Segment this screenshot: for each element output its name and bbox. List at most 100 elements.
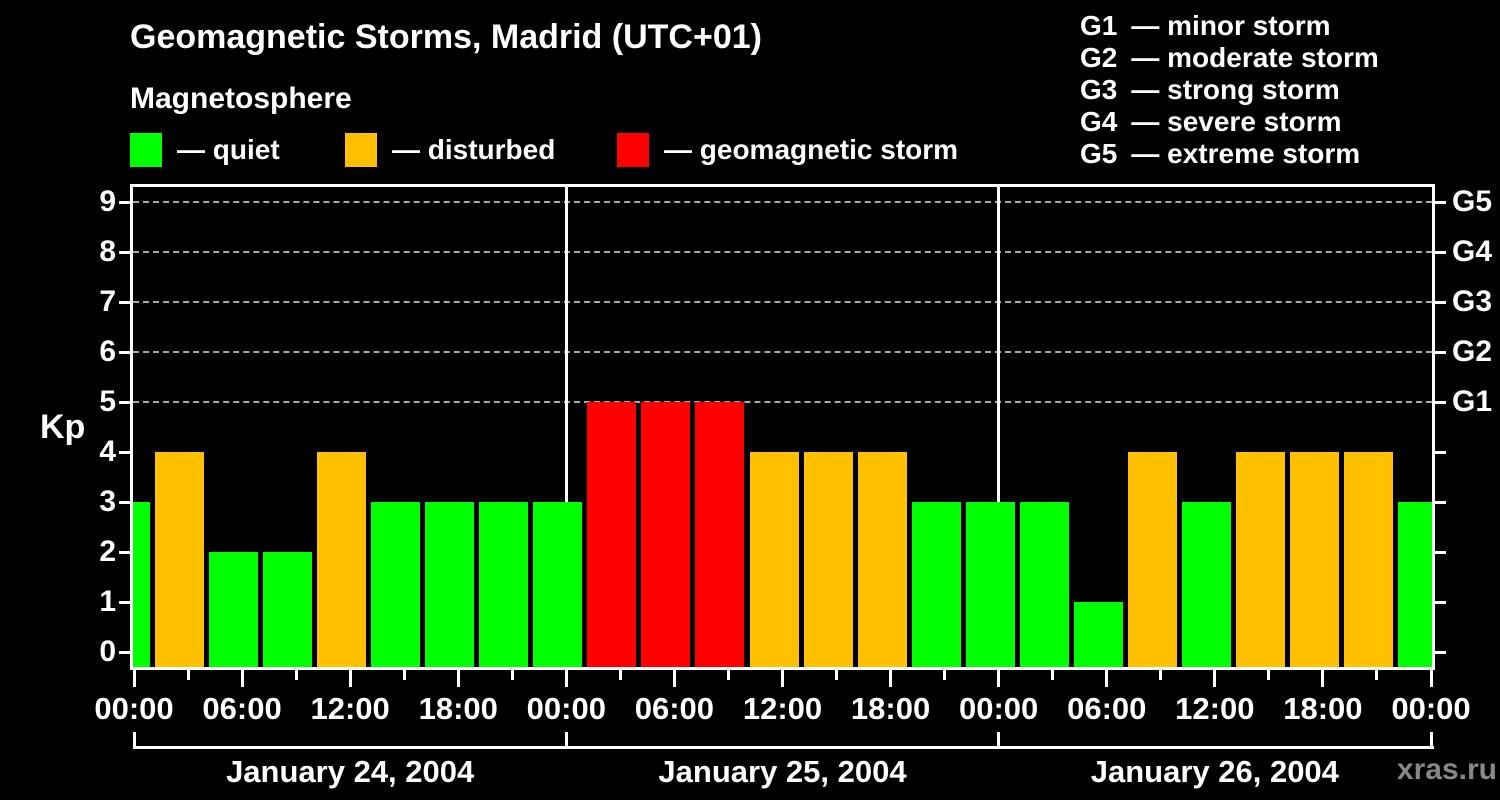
g3-code: G3: [1080, 74, 1118, 105]
kp-bar-h66: [1289, 452, 1339, 668]
y-tick-left: [119, 500, 131, 504]
kp-bar-h9: [263, 552, 313, 668]
y-tick-right: [1434, 450, 1446, 454]
disturbed-color-swatch: [345, 133, 377, 167]
g1-label: — minor storm: [1131, 10, 1331, 41]
x-axis-label: 12:00: [742, 691, 823, 726]
x-tick-major: [889, 670, 893, 687]
x-axis-label: 12:00: [310, 691, 390, 726]
x-tick-minor: [618, 670, 622, 680]
legend-item-quiet: — quiet: [130, 132, 280, 168]
x-tick-major: [456, 670, 460, 687]
x-tick-minor: [294, 670, 298, 680]
x-tick-minor: [510, 670, 514, 680]
kp-bar-h33: [695, 402, 745, 668]
y-tick-right: [1434, 500, 1446, 504]
y-tick-left: [119, 400, 131, 404]
x-tick-minor: [943, 670, 947, 680]
legend-item-storm: — geomagnetic storm: [617, 132, 958, 168]
x-tick-minor: [835, 670, 839, 680]
legend-label-disturbed: — disturbed: [392, 134, 556, 165]
g5-code: G5: [1080, 138, 1118, 169]
plot-top-line: [130, 184, 1435, 187]
x-tick-major: [1321, 670, 1325, 687]
kp-bar-h63: [1235, 452, 1285, 668]
gridline-kp9: [133, 201, 1432, 203]
day-divider: [564, 184, 568, 668]
x-tick-minor: [1267, 670, 1271, 680]
y-tick-right: [1434, 300, 1446, 304]
kp-bar-h42: [857, 452, 907, 668]
x-tick-major: [997, 670, 1001, 687]
x-tick-major: [348, 670, 352, 687]
kp-bar-h12: [317, 452, 367, 668]
y-tick-right: [1434, 550, 1446, 554]
x-tick-major: [564, 670, 568, 687]
y-axis-title: Kp: [40, 408, 86, 446]
y-tick-right: [1434, 250, 1446, 254]
x-axis-label: 00:00: [94, 691, 174, 726]
right-axis-label-g5: G5: [1452, 185, 1493, 218]
storm-scale-legend: G1 — minor storm G2 — moderate storm G3 — s…: [1080, 10, 1379, 170]
y-tick-right: [1434, 600, 1446, 604]
right-axis-label-g2: G2: [1452, 335, 1493, 368]
kp-bar-h48: [965, 502, 1015, 668]
kp-bar-h45: [911, 502, 961, 668]
kp-bar-h54: [1073, 602, 1123, 668]
x-axis-label: 00:00: [959, 691, 1039, 726]
x-tick-major: [132, 670, 136, 687]
gridline-kp7: [133, 301, 1432, 303]
kp-bar-h51: [1019, 502, 1069, 668]
kp-bar-h3: [155, 452, 205, 668]
x-axis-label: 06:00: [634, 691, 715, 726]
g3-label: — strong storm: [1131, 74, 1340, 105]
right-axis-label-g1: G1: [1452, 385, 1493, 418]
right-axis-label-g4: G4: [1452, 235, 1493, 268]
legend-item-disturbed: — disturbed: [345, 132, 555, 168]
y-axis-label: 4: [99, 435, 116, 468]
x-tick-major: [672, 670, 676, 687]
plot-area: [133, 184, 1432, 668]
kp-bar-h39: [803, 452, 853, 668]
kp-bar-h0: [133, 502, 150, 668]
gridline-kp8: [133, 251, 1432, 253]
x-tick-major: [240, 670, 244, 687]
g2-label: — moderate storm: [1131, 42, 1379, 73]
quiet-color-swatch: [130, 133, 162, 167]
y-tick-left: [119, 600, 131, 604]
x-axis-label: 18:00: [418, 691, 498, 726]
x-tick-major: [1213, 670, 1217, 687]
y-tick-left: [119, 450, 131, 454]
g2-code: G2: [1080, 42, 1118, 73]
y-axis-label: 7: [99, 285, 116, 318]
legend-label-quiet: — quiet: [177, 134, 280, 165]
date-bracket-stub: [564, 732, 568, 749]
watermark: xras.ru: [1396, 753, 1497, 786]
x-axis-label: 00:00: [526, 691, 606, 726]
x-axis-label: 12:00: [1175, 691, 1255, 726]
x-axis-line: [130, 667, 1435, 670]
kp-bar-h60: [1181, 502, 1231, 668]
y-axis-label: 2: [99, 535, 116, 568]
gridline-kp6: [133, 351, 1432, 353]
date-bracket-line: [133, 746, 1434, 749]
x-axis-label: 06:00: [1067, 691, 1147, 726]
date-bracket-stub: [997, 732, 1001, 749]
x-axis-label: 06:00: [202, 691, 282, 726]
x-tick-major: [1105, 670, 1109, 687]
storm-scale-item-g5: G5 — extreme storm: [1080, 138, 1379, 170]
storm-color-swatch: [617, 133, 649, 167]
y-tick-left: [119, 350, 131, 354]
legend-label-storm: — geomagnetic storm: [664, 134, 959, 165]
kp-bar-h27: [587, 402, 637, 668]
storm-scale-item-g2: G2 — moderate storm: [1080, 42, 1379, 74]
kp-bar-h18: [425, 502, 475, 668]
y-axis-label: 0: [99, 635, 116, 668]
y-tick-left: [119, 300, 131, 304]
x-tick-minor: [402, 670, 406, 680]
kp-bar-h24: [533, 502, 583, 668]
y-tick-left: [119, 650, 131, 654]
g4-code: G4: [1080, 106, 1118, 137]
date-bracket-stub: [132, 732, 136, 749]
